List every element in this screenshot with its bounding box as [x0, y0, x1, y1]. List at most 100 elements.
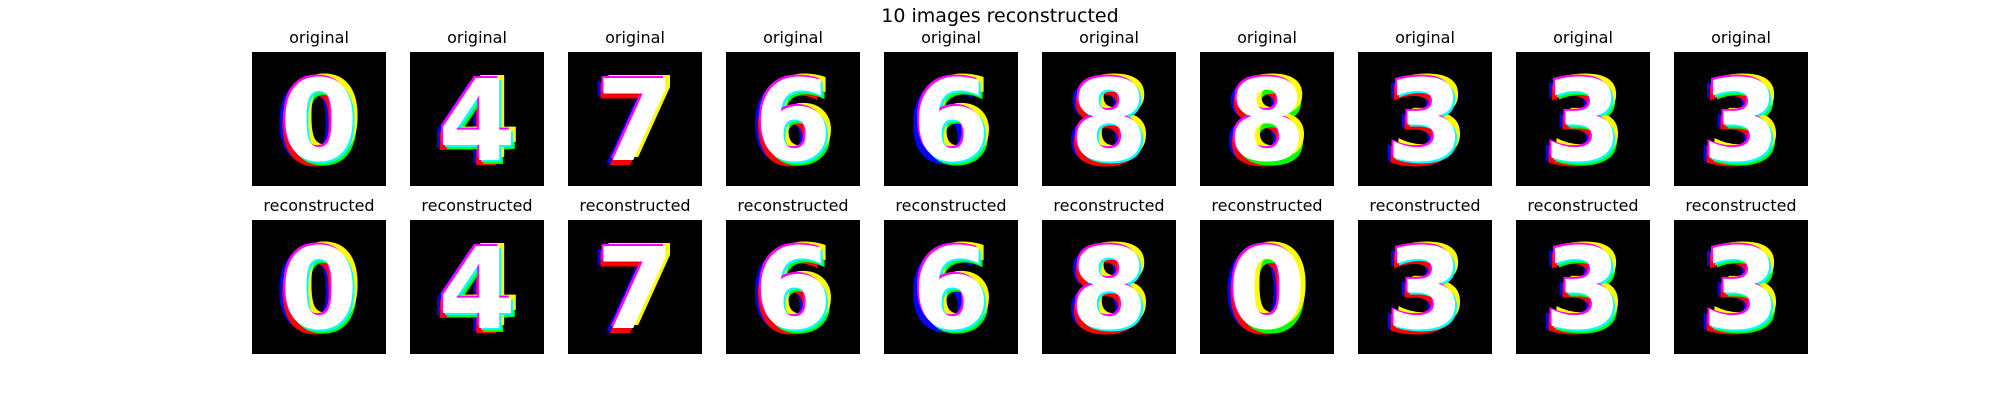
digit-stroke-layer: 3 — [1541, 62, 1619, 186]
digit-stroke-layer: 0 — [285, 222, 363, 352]
digit-stroke-layer: 7 — [590, 228, 668, 354]
digit-stroke-layer: 3 — [1544, 225, 1622, 354]
digit-stroke-layer: 6 — [917, 222, 995, 352]
digit-stroke-layer: 8 — [1067, 230, 1145, 354]
digit-stroke-layer: 8 — [1068, 55, 1146, 185]
image-background — [1200, 220, 1334, 354]
digit-stroke-layer: 7 — [596, 225, 674, 354]
digit-stroke-layer: 3 — [1696, 60, 1774, 186]
digit-stroke-layer: 0 — [277, 62, 355, 186]
image-background — [568, 52, 702, 186]
digit-stroke-layer: 6 — [748, 228, 826, 354]
digit-stroke-layer: 7 — [601, 54, 679, 184]
digit-stroke-layer: 3 — [1383, 62, 1461, 186]
digit-stroke-layer: 3 — [1707, 54, 1785, 184]
panel-title: reconstructed — [895, 196, 1007, 215]
digit-stroke-layer: 6 — [906, 228, 984, 354]
digit-stroke-layer: 3 — [1541, 230, 1619, 354]
digit-stroke-layer: 8 — [1075, 54, 1153, 184]
panel-title: original — [605, 28, 665, 47]
digit-stroke-layer: 3 — [1696, 228, 1774, 354]
digit-stroke-layer: 3 — [1384, 55, 1462, 185]
image-background — [1358, 220, 1492, 354]
panel-title: original — [289, 28, 349, 47]
panel-title: original — [1237, 28, 1297, 47]
image-background — [884, 52, 1018, 186]
digit-stroke-layer: 6 — [759, 54, 837, 184]
digit-stroke-layer: 8 — [1072, 227, 1150, 354]
digit-stroke-layer: 4 — [443, 222, 521, 352]
reconstructed-panel-2: reconstructed 4 4 4 4 4 4 4 — [410, 196, 544, 354]
digit-stroke-layer: 6 — [754, 57, 832, 186]
digit-stroke-layer: 3 — [1548, 61, 1626, 186]
digit-stroke-layer: 6 — [758, 229, 836, 354]
digit-stroke-layer: 6 — [748, 60, 826, 186]
digit-stroke-layer: 4 — [440, 59, 518, 186]
digit-stroke-layer: 4 — [435, 62, 513, 186]
digit-stroke-layer: 6 — [906, 60, 984, 186]
digit-stroke-layer: 8 — [1070, 57, 1148, 186]
digit-stroke-layer: 3 — [1542, 55, 1620, 185]
digit-stroke-layer: 6 — [910, 55, 988, 185]
reconstructed-panel-9: reconstructed 3 3 3 3 3 3 3 — [1516, 196, 1650, 354]
digit-stroke-layer: 7 — [590, 60, 668, 186]
digit-stroke-layer: 6 — [910, 223, 988, 353]
digit-stroke-layer: 3 — [1383, 230, 1461, 354]
reconstructed-panel-10: reconstructed 3 3 3 3 3 3 3 — [1674, 196, 1808, 354]
digit-stroke-layer: 8 — [1067, 62, 1145, 186]
digit-stroke-layer: 3 — [1700, 55, 1778, 185]
digit-stroke-layer: 0 — [274, 60, 352, 186]
original-panel-4: original 6 6 6 6 6 6 6 — [726, 28, 860, 186]
original-panel-5: original 6 6 6 6 6 6 — [884, 28, 1018, 186]
reconstructed-panel-8: reconstructed 3 3 3 3 3 3 — [1358, 196, 1492, 354]
digit-stroke-layer: 8 — [1228, 57, 1306, 186]
digit-stroke-layer: 0 — [1232, 229, 1310, 354]
digit-stroke-layer: 0 — [1225, 230, 1303, 354]
panel-title: original — [921, 28, 981, 47]
digit-stroke-layer: 6 — [917, 54, 995, 184]
digit-stroke-layer: 6 — [752, 223, 830, 353]
digit-stroke-layer: 6 — [916, 61, 994, 186]
digit-stroke-layer: 3 — [1388, 59, 1466, 186]
digit-stroke-layer: 0 — [285, 54, 363, 184]
digit-stroke-layer: 0 — [1222, 228, 1300, 354]
digit-stroke-layer: 0 — [284, 229, 362, 354]
image-background — [1042, 220, 1176, 354]
digit-stroke-layer: 0 — [282, 59, 360, 186]
digit-stroke-layer: 8 — [1064, 228, 1142, 354]
original-panel-7: original 8 8 8 8 8 8 — [1200, 28, 1334, 186]
panel-title: reconstructed — [579, 196, 691, 215]
digit-stroke-layer: 3 — [1706, 229, 1784, 354]
digit-stroke-layer: 0 — [1228, 225, 1306, 354]
digit-stroke-layer: 0 — [277, 230, 355, 354]
image-background — [1516, 52, 1650, 186]
image-background — [252, 52, 386, 186]
panel-title: reconstructed — [737, 196, 849, 215]
digit-stroke-layer: 8 — [1068, 223, 1146, 353]
image-background — [726, 220, 860, 354]
digit-stroke-layer: 3 — [1704, 59, 1782, 186]
digit-stroke-layer: 3 — [1391, 222, 1469, 352]
digit-stroke-layer: 8 — [1225, 62, 1303, 186]
panel-title: reconstructed — [263, 196, 375, 215]
digit-stroke-layer: 4 — [438, 57, 516, 186]
panel-title: original — [1079, 28, 1139, 47]
digit-stroke-layer: 0 — [1226, 223, 1304, 353]
digit-stroke-layer: 3 — [1549, 222, 1627, 352]
digit-stroke-layer: 3 — [1391, 54, 1469, 184]
digit-stroke-layer: 7 — [593, 62, 671, 186]
original-panel-1: original 0 0 0 0 0 0 0 — [252, 28, 386, 186]
digit-stroke-layer: 3 — [1538, 60, 1616, 186]
digit-stroke-layer: 4 — [440, 227, 518, 354]
reconstructed-panel-3: reconstructed 7 7 7 7 7 — [568, 196, 702, 354]
